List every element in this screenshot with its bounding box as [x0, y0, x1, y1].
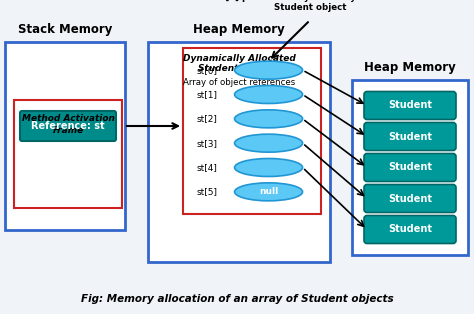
Ellipse shape — [235, 85, 302, 104]
Text: Student: Student — [388, 193, 432, 203]
Text: st[3]: st[3] — [197, 139, 218, 148]
Text: Student: Student — [388, 132, 432, 142]
FancyBboxPatch shape — [364, 154, 456, 181]
Text: Reference: st: Reference: st — [31, 121, 105, 131]
FancyBboxPatch shape — [364, 215, 456, 243]
Text: st[4]: st[4] — [197, 163, 218, 172]
Text: Heap Memory: Heap Memory — [193, 23, 285, 36]
Text: st[0] points to a dynamically allocated
Student object: st[0] points to a dynamically allocated … — [216, 0, 404, 12]
FancyBboxPatch shape — [364, 91, 456, 120]
Text: Frame: Frame — [52, 126, 83, 135]
Text: Stack Memory: Stack Memory — [18, 23, 112, 36]
Text: Array of object references: Array of object references — [183, 78, 295, 87]
FancyBboxPatch shape — [148, 42, 330, 262]
Text: Student: Student — [388, 163, 432, 172]
Ellipse shape — [235, 61, 302, 79]
FancyBboxPatch shape — [364, 185, 456, 213]
FancyBboxPatch shape — [20, 111, 116, 141]
Text: st[2]: st[2] — [197, 114, 218, 123]
Text: st[1]: st[1] — [197, 90, 218, 99]
Text: null: null — [259, 187, 278, 196]
Text: Method Activation: Method Activation — [21, 114, 114, 123]
Ellipse shape — [235, 159, 302, 176]
Ellipse shape — [235, 134, 302, 152]
FancyBboxPatch shape — [352, 80, 468, 255]
Ellipse shape — [235, 183, 302, 201]
FancyBboxPatch shape — [14, 100, 122, 208]
Ellipse shape — [235, 110, 302, 128]
Text: Dynamically Allocated: Dynamically Allocated — [182, 54, 295, 63]
Text: Fig: Memory allocation of an array of Student objects: Fig: Memory allocation of an array of St… — [81, 294, 393, 304]
Text: st[5]: st[5] — [197, 187, 218, 196]
FancyBboxPatch shape — [183, 48, 321, 214]
Text: Student: Student — [388, 100, 432, 111]
FancyBboxPatch shape — [5, 42, 125, 230]
Text: st[0]: st[0] — [197, 66, 218, 75]
Text: Heap Memory: Heap Memory — [364, 61, 456, 74]
FancyBboxPatch shape — [364, 122, 456, 150]
Text: Student Objects: Student Objects — [198, 64, 280, 73]
Text: Student: Student — [388, 225, 432, 235]
